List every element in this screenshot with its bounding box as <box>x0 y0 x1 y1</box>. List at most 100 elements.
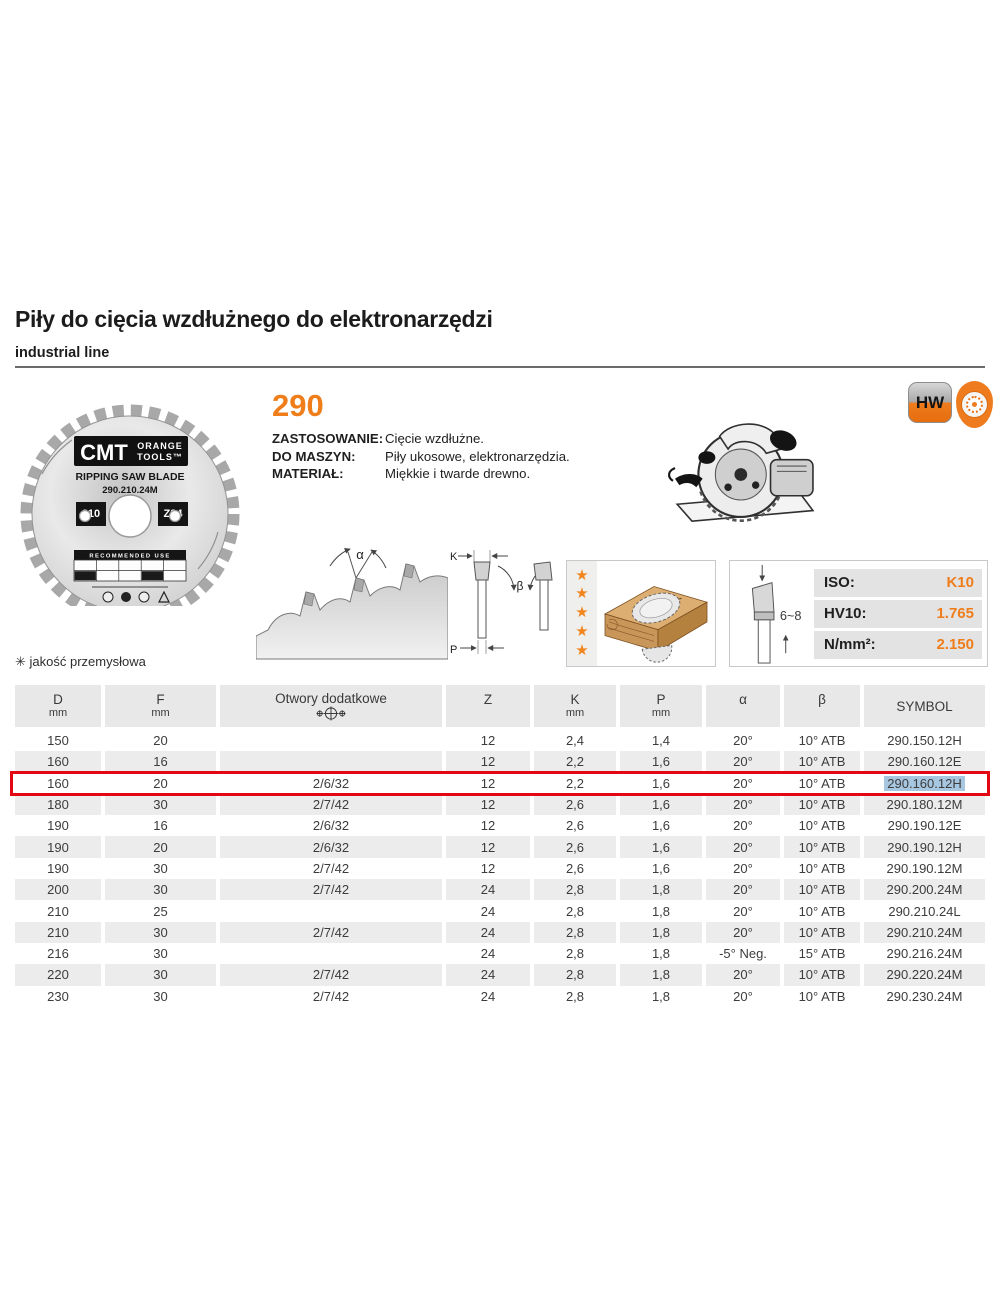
brand-line1: ORANGE <box>137 441 183 451</box>
table-row: 200 30 2/7/42 24 2,8 1,8 20° 10° ATB 290.200.24M <box>15 879 985 901</box>
column-header-k: K mm <box>534 685 616 727</box>
column-header-z: Z <box>446 685 530 727</box>
cell-d: 190 <box>15 857 101 880</box>
warning-icon-1 <box>102 591 114 603</box>
cell-symbol: 290.220.24M <box>864 964 985 986</box>
cell-symbol: 290.180.12M <box>864 793 985 816</box>
star-rating: ★ ★ ★ ★ ★ <box>567 561 597 666</box>
cell-beta: 15° ATB <box>784 942 860 965</box>
cell-otwory <box>220 900 442 922</box>
column-label: β <box>818 692 826 707</box>
cell-f: 30 <box>105 921 216 943</box>
cell-symbol: 290.190.12H <box>864 836 985 858</box>
star-icon: ★ <box>575 641 589 659</box>
column-unit: mm <box>565 707 585 719</box>
cell-f: 20 <box>105 772 216 794</box>
property-row-nmm2: N/mm²: 2.150 <box>814 630 982 659</box>
column-label: α <box>739 692 747 707</box>
properties-panel: 6~8 ISO: K10 HV10: 1.765 N/mm²: 2.150 <box>729 560 988 667</box>
cell-z: 24 <box>446 985 530 1007</box>
column-unit: mm <box>151 707 170 719</box>
cell-f: 30 <box>105 879 216 901</box>
cell-f: 30 <box>105 793 216 816</box>
cell-beta: 10° ATB <box>784 921 860 943</box>
cell-k: 2,8 <box>534 985 616 1007</box>
cell-alpha: 20° <box>706 900 780 922</box>
cell-d: 190 <box>15 836 101 858</box>
saw-blade-illustration: CMT ORANGE TOOLS™ RIPPING SAW BLADE 290.… <box>20 404 240 606</box>
property-value: 2.150 <box>936 636 974 653</box>
cell-p: 1,8 <box>620 921 702 943</box>
cell-p: 1,8 <box>620 879 702 901</box>
column-header-otwory: Otwory dodatkowe <box>220 685 442 727</box>
series-number: 290 <box>272 388 324 423</box>
cell-d: 180 <box>15 793 101 816</box>
cell-p: 1,8 <box>620 942 702 965</box>
cell-p: 1,6 <box>620 772 702 794</box>
selected-symbol-text[interactable]: 290.160.12H <box>884 775 965 791</box>
kerf-plate-diagram: K β P <box>448 548 568 667</box>
star-icon: ★ <box>575 566 589 584</box>
hw-material-badge: HW <box>908 382 952 423</box>
cell-k: 2,8 <box>534 942 616 965</box>
star-icon: ★ <box>575 622 589 640</box>
hw-badge-text: HW <box>915 392 945 412</box>
cell-symbol: 290.210.24L <box>864 900 985 922</box>
table-row: 210 30 2/7/42 24 2,8 1,8 20° 10° ATB 290.210.24M <box>15 921 985 943</box>
column-header-beta: β <box>784 685 860 727</box>
cell-p: 1,6 <box>620 793 702 816</box>
page-title: Piły do cięcia wzdłużnego do elektronarz… <box>15 306 493 332</box>
cell-alpha: 20° <box>706 921 780 943</box>
star-icon: ★ <box>575 604 589 622</box>
plate-section <box>477 579 487 639</box>
spec-row-material: MATERIAŁ: Miękkie i twarde drewno. <box>272 465 570 483</box>
cell-z: 12 <box>446 793 530 816</box>
cell-symbol: 290.160.12E <box>864 751 985 773</box>
cell-d: 230 <box>15 985 101 1007</box>
cell-f: 30 <box>105 857 216 880</box>
table-row: 216 30 24 2,8 1,8 -5° Neg. 15° ATB 290.216.24M <box>15 942 985 965</box>
cell-f: 30 <box>105 985 216 1007</box>
spec-value: Piły ukosowe, elektronarzędzia. <box>385 448 570 464</box>
cell-otwory: 2/6/32 <box>220 836 442 858</box>
cell-symbol: 290.150.12H <box>864 730 985 752</box>
cell-symbol: 290.160.12H <box>864 772 985 794</box>
tooth-height-diagram: 6~8 <box>751 564 801 664</box>
cell-beta: 10° ATB <box>784 900 860 922</box>
blade-teeth-ring <box>20 404 240 606</box>
cell-otwory <box>220 730 442 752</box>
table-row: 160 16 12 2,2 1,6 20° 10° ATB 290.160.12E <box>15 751 985 773</box>
cell-otwory: 2/7/42 <box>220 879 442 901</box>
cell-p: 1,8 <box>620 985 702 1007</box>
saw-side-grip <box>675 474 703 488</box>
application-panel: ★ ★ ★ ★ ★ <box>566 560 716 667</box>
circular-saw-icon <box>668 423 815 523</box>
cell-symbol: 290.190.12M <box>864 857 985 880</box>
cell-p: 1,6 <box>620 857 702 880</box>
cell-symbol: 290.200.24M <box>864 879 985 901</box>
cell-p: 1,4 <box>620 730 702 752</box>
table-header: D mm F mm Otwory dodatkowe <box>15 685 985 727</box>
cell-beta: 10° ATB <box>784 964 860 986</box>
table-row: 190 30 2/7/42 12 2,6 1,6 20° 10° ATB 290.190.12M <box>15 857 985 880</box>
tooth-tip-section <box>473 561 491 581</box>
cell-k: 2,8 <box>534 879 616 901</box>
cell-f: 30 <box>105 964 216 986</box>
brand-line2: TOOLS™ <box>137 452 183 462</box>
cell-beta: 10° ATB <box>784 751 860 773</box>
cell-p: 1,8 <box>620 964 702 986</box>
cell-beta: 10° ATB <box>784 793 860 816</box>
cell-k: 2,6 <box>534 857 616 880</box>
spec-value: Miękkie i twarde drewno. <box>385 466 531 481</box>
star-icon: ★ <box>575 585 589 603</box>
alpha-label: α <box>356 547 364 562</box>
cell-alpha: 20° <box>706 772 780 794</box>
cell-symbol: 290.216.24M <box>864 942 985 965</box>
cell-z: 24 <box>446 964 530 986</box>
tooth-side-view: 6~8 <box>730 561 814 666</box>
tooth-profile-diagram: α <box>255 546 449 665</box>
cell-f: 16 <box>105 815 216 837</box>
column-label: K <box>570 692 580 707</box>
property-label: HV10: <box>824 605 867 622</box>
